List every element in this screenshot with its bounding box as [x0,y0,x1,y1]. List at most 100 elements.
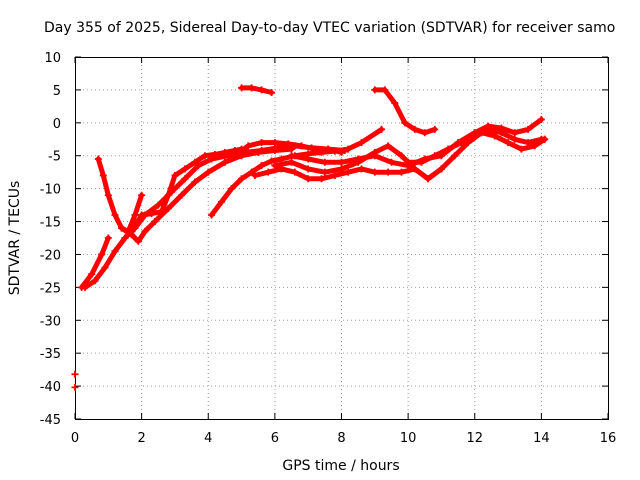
data-point-marker [164,191,172,199]
y-tick-label: -40 [40,380,61,395]
data-point-marker [437,165,445,173]
data-point-marker [537,116,545,124]
series-arc-14 [71,370,79,378]
data-point-marker [104,234,112,242]
data-point-marker [268,89,276,97]
data-point-marker [417,158,425,166]
data-point-marker [268,157,276,165]
y-tick-label: -10 [40,183,61,198]
data-point-marker [431,152,439,160]
data-point-marker [491,132,499,140]
data-point-marker [324,145,332,153]
data-point-marker [238,175,246,183]
data-point-marker [517,145,525,153]
series-arc-12 [371,86,439,137]
data-point-marker [471,129,479,137]
data-point-marker [404,158,412,166]
data-point-marker [344,168,352,176]
data-point-marker [221,148,229,156]
data-point-marker [424,175,432,183]
data-point-marker [148,210,156,218]
series-arc-5 [118,145,296,245]
data-point-marker [134,237,142,245]
data-point-marker [264,168,272,176]
data-point-marker [208,211,216,219]
data-point-marker [218,198,226,206]
data-point-marker [271,146,279,154]
data-point-marker [541,135,549,143]
data-point-marker [178,191,186,199]
data-point-marker [271,139,279,147]
data-point-marker [331,171,339,179]
data-point-marker [88,270,96,278]
data-point-marker [221,158,229,166]
data-point-marker [164,204,172,212]
chart-title: Day 355 of 2025, Sidereal Day-to-day VTE… [44,20,615,36]
data-point-marker [511,129,519,137]
y-tick-label: -45 [40,413,61,428]
data-point-marker [191,178,199,186]
series-arc-11 [271,129,549,183]
data-point-marker [354,158,362,166]
data-point-marker [91,277,99,285]
data-point-marker [321,158,329,166]
data-point-marker [377,125,385,133]
y-tick-label: 5 [53,84,61,99]
x-tick-label: 2 [137,431,145,446]
data-point-marker [411,125,419,133]
data-point-marker [391,99,399,107]
x-tick-label: 16 [600,431,617,446]
data-point-marker [151,218,159,226]
x-tick-label: 0 [71,431,79,446]
series-arc-3 [78,234,112,291]
data-point-marker [338,165,345,173]
data-point-marker [211,150,219,158]
data-point-marker [288,152,296,160]
data-point-marker [248,84,256,92]
data-point-marker [238,84,246,92]
data-point-marker [411,165,419,173]
y-tick-label: 10 [44,51,61,66]
data-point-marker [384,168,392,176]
data-point-marker [304,175,312,183]
data-point-marker [291,168,299,176]
y-tick-label: -35 [40,347,61,362]
data-point-marker [101,264,109,272]
data-point-marker [228,185,236,193]
data-point-marker [131,211,139,219]
series-line [95,156,145,234]
data-point-marker [204,168,212,176]
data-point-marker [381,86,389,94]
data-point-marker [357,139,365,147]
data-point-marker [201,152,209,160]
data-point-marker [304,165,312,173]
series-arc-4 [128,145,246,235]
data-point-marker [138,191,146,199]
data-point-marker [118,224,126,232]
data-point-marker [371,148,379,156]
data-point-marker [431,125,439,133]
data-point-marker [457,139,465,147]
data-point-marker [98,250,106,258]
data-point-marker [78,283,86,291]
data-point-marker [504,139,512,147]
data-point-marker [181,175,189,183]
x-tick-label: 12 [466,431,483,446]
data-point-marker [258,162,266,170]
data-point-marker [344,145,352,153]
data-point-marker [128,231,136,239]
data-point-marker [94,155,102,163]
data-point-marker [318,175,326,183]
series-arc-7 [231,139,345,160]
data-point-marker [497,129,505,137]
data-point-marker [191,158,199,166]
series-line [79,235,111,290]
data-series [71,84,549,391]
data-point-marker [111,247,119,255]
y-tick-label: 0 [53,117,61,132]
data-point-marker [401,119,409,127]
data-point-marker [141,227,149,235]
x-tick-label: 8 [337,431,345,446]
series-arc-8 [238,84,276,97]
x-tick-label: 6 [271,431,279,446]
